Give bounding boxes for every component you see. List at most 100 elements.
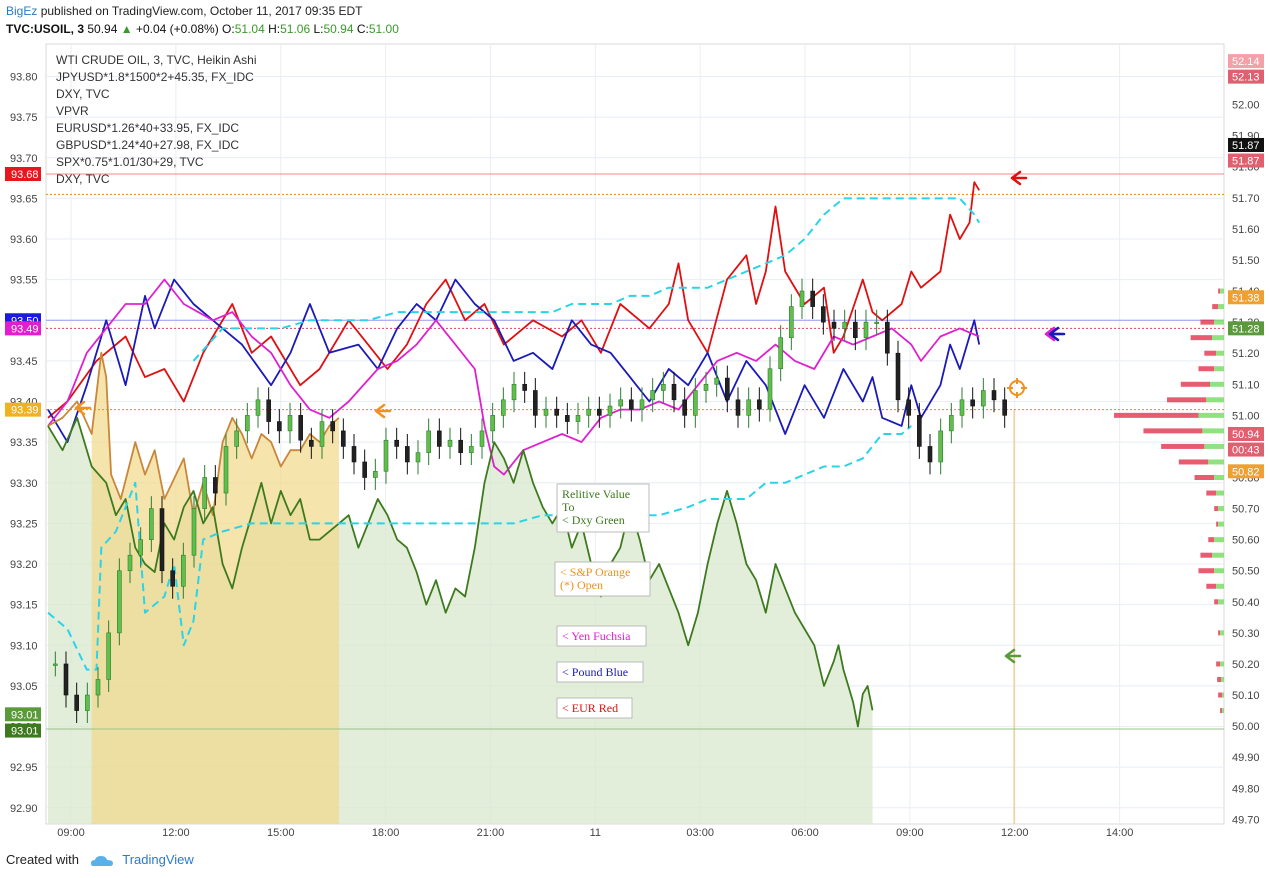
left-tick-label: 93.60	[10, 234, 38, 246]
legend-entry: JPYUSD*1.8*1500*2+45.35, FX_IDC	[56, 70, 254, 84]
right-tick-label: 50.60	[1232, 535, 1260, 547]
left-tick-label: 93.10	[10, 640, 38, 652]
candle-body	[74, 694, 79, 711]
right-price-tag-text: 51.38	[1232, 292, 1260, 304]
arrow-left-icon	[374, 403, 392, 419]
chart-canvas[interactable]: WTI CRUDE OIL, 3, TVC, Heikin Ashi JPYUSD…	[0, 0, 1270, 850]
volume-bar-up	[1214, 319, 1224, 325]
candle-body	[319, 421, 325, 447]
legend-entry: DXY, TVC	[56, 172, 110, 186]
x-tick-label: 14:00	[1106, 827, 1134, 839]
x-tick-label: 11	[590, 827, 601, 839]
volume-bar-up	[1212, 335, 1224, 341]
candle-body	[874, 321, 879, 324]
candle-body	[981, 390, 986, 407]
candle-body	[863, 321, 869, 338]
right-tick-label: 50.20	[1232, 659, 1260, 671]
candle-body	[650, 390, 655, 401]
volume-bar-up	[1220, 661, 1224, 667]
right-price-tag	[1228, 137, 1264, 152]
candle-body	[255, 399, 261, 416]
right-tick-label: 51.70	[1232, 193, 1260, 205]
x-tick-label: 06:00	[791, 827, 819, 839]
created-with-text: Created with	[6, 852, 79, 867]
candle-body	[511, 383, 517, 401]
x-tick-label: 12:00	[1001, 827, 1029, 839]
candle-body	[437, 430, 442, 447]
price-change: +0.04 (+0.08%)	[135, 22, 219, 36]
arrow-left-icon	[1010, 170, 1028, 186]
right-tick-label: 49.70	[1232, 814, 1260, 826]
arrow-markers	[74, 170, 1066, 664]
x-tick-label: 15:00	[267, 827, 295, 839]
volume-bar-down	[1200, 319, 1215, 325]
volume-bar-down	[1200, 552, 1213, 558]
candle-body	[682, 399, 687, 416]
crosshair-ticks	[1007, 378, 1027, 398]
candle-body	[778, 337, 783, 370]
right-tick-label: 51.10	[1232, 379, 1260, 391]
candle-body	[405, 446, 410, 463]
volume-bar-up	[1218, 599, 1224, 605]
candle-body	[639, 399, 645, 410]
left-price-tag-text: 93.68	[11, 169, 39, 181]
right-tick-label: 50.10	[1232, 690, 1260, 702]
left-price-tag	[5, 723, 41, 738]
candle-body	[426, 430, 431, 453]
volume-bar-up	[1218, 521, 1224, 527]
left-tick-label: 93.25	[10, 518, 38, 530]
candle-body	[138, 539, 143, 556]
right-price-tag-text: 51.87	[1232, 156, 1260, 168]
high-label: H:	[268, 22, 281, 36]
candle-body	[1002, 399, 1007, 416]
volume-bar-down	[1178, 459, 1209, 465]
candle-body	[661, 383, 666, 391]
candle-body	[394, 439, 399, 447]
right-price-tag	[1228, 442, 1264, 457]
candle-body	[970, 399, 975, 407]
tradingview-link[interactable]: TradingView	[122, 852, 194, 867]
candle-body	[799, 290, 805, 307]
footer: Created with TradingView	[6, 852, 194, 867]
right-price-tag	[1228, 464, 1264, 479]
candle-body	[458, 439, 463, 453]
candle-body	[277, 421, 282, 432]
candle-body	[735, 399, 741, 416]
candles	[53, 278, 1007, 724]
right-price-tag-text: 52.14	[1232, 56, 1260, 68]
right-price-tag	[1228, 321, 1264, 336]
right-tick-label: 49.80	[1232, 783, 1260, 795]
candle-body	[85, 694, 90, 711]
candle-body	[703, 383, 709, 391]
left-tick-label: 93.30	[10, 478, 38, 490]
volume-bar-up	[1214, 537, 1224, 543]
open-value: 51.04	[234, 22, 265, 36]
candle-body	[533, 390, 538, 416]
left-price-tag-text: 93.49	[11, 323, 39, 335]
candle-body	[629, 399, 634, 410]
candle-body	[842, 321, 847, 329]
candle-body	[927, 446, 933, 463]
author-link[interactable]: BigEz	[6, 4, 38, 18]
candle-body	[490, 415, 495, 432]
right-tick-label: 50.70	[1232, 504, 1260, 516]
open-label: O:	[222, 22, 235, 36]
left-price-tag-text: 93.01	[11, 726, 39, 738]
candle-body	[149, 508, 154, 540]
candle-body	[95, 679, 101, 696]
series-line	[47, 278, 980, 476]
candle-body	[181, 554, 186, 587]
right-tick-label: 51.00	[1232, 410, 1260, 422]
candle-body	[383, 439, 389, 472]
volume-bar-up	[1216, 583, 1224, 589]
left-tick-label: 93.05	[10, 681, 38, 693]
right-price-tag	[1228, 54, 1264, 69]
series-line	[192, 197, 981, 362]
annotation-boxes: Relitive Value To< Dxy Green < S&P Orange…	[554, 483, 651, 719]
volume-bar-up	[1208, 459, 1224, 465]
candle-body	[895, 352, 901, 401]
right-price-tag-text: 50.94	[1232, 429, 1260, 441]
annotation-text: (*) Open	[560, 578, 603, 592]
volume-bar-down	[1220, 708, 1223, 714]
candle-body	[117, 570, 122, 634]
